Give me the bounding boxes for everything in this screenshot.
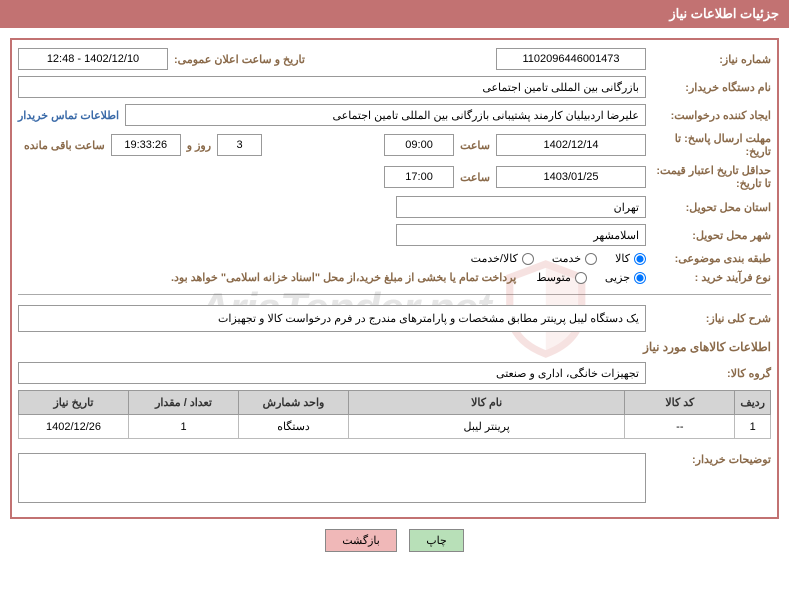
time-remaining: 19:33:26 [111, 134, 181, 156]
main-panel: AriaTender.net شماره نیاز: 1102096446001… [10, 38, 779, 519]
process-label: نوع فرآیند خرید : [646, 271, 771, 284]
goods-table: ردیف کد کالا نام کالا واحد شمارش تعداد /… [18, 390, 771, 439]
radio-medium[interactable]: متوسط [536, 271, 587, 284]
table-header-row: ردیف کد کالا نام کالا واحد شمارش تعداد /… [19, 391, 771, 415]
buyer-org-label: نام دستگاه خریدار: [646, 81, 771, 94]
radio-partial[interactable]: جزیی [605, 271, 646, 284]
time-label-2: ساعت [454, 171, 496, 184]
days-remaining: 3 [217, 134, 262, 156]
time-label-1: ساعت [454, 139, 496, 152]
validity-date: 1403/01/25 [496, 166, 646, 188]
buyer-desc-label: توضیحات خریدار: [646, 449, 771, 466]
province-label: استان محل تحویل: [646, 201, 771, 214]
deadline-time: 09:00 [384, 134, 454, 156]
th-unit: واحد شمارش [239, 391, 349, 415]
th-qty: تعداد / مقدار [129, 391, 239, 415]
th-idx: ردیف [735, 391, 771, 415]
need-no-label: شماره نیاز: [646, 53, 771, 66]
remain-suffix: ساعت باقی مانده [18, 139, 111, 152]
goods-info-title: اطلاعات کالاهای مورد نیاز [18, 340, 771, 354]
days-suffix: روز و [181, 139, 217, 152]
process-note: پرداخت تمام یا بخشی از مبلغ خرید،از محل … [171, 271, 516, 284]
city-value: اسلامشهر [396, 224, 646, 246]
radio-goods[interactable]: کالا [615, 252, 646, 265]
cell-date: 1402/12/26 [19, 415, 129, 439]
cell-idx: 1 [735, 415, 771, 439]
cell-name: پرینتر لیبل [349, 415, 625, 439]
cell-qty: 1 [129, 415, 239, 439]
public-date-value: 1402/12/10 - 12:48 [18, 48, 168, 70]
buyer-desc-box [18, 453, 646, 503]
th-date: تاریخ نیاز [19, 391, 129, 415]
buyer-contact-link[interactable]: اطلاعات تماس خریدار [18, 109, 125, 122]
deadline-date: 1402/12/14 [496, 134, 646, 156]
group-label: گروه کالا: [646, 367, 771, 380]
process-radio-group: جزیی متوسط [536, 271, 646, 284]
requester-value: علیرضا اردبیلیان کارمند پشتیبانی بازرگان… [125, 104, 646, 126]
th-code: کد کالا [625, 391, 735, 415]
summary-value: یک دستگاه لیبل پرینتر مطابق مشخصات و پار… [18, 305, 646, 332]
radio-service[interactable]: خدمت [552, 252, 597, 265]
table-row: 1 -- پرینتر لیبل دستگاه 1 1402/12/26 [19, 415, 771, 439]
page-title: جزئیات اطلاعات نیاز [0, 0, 789, 28]
footer-buttons: چاپ بازگشت [0, 529, 789, 552]
need-no-value: 1102096446001473 [496, 48, 646, 70]
category-label: طبقه بندی موضوعی: [646, 252, 771, 265]
deadline-label: مهلت ارسال پاسخ: تا تاریخ: [646, 132, 771, 158]
cell-code: -- [625, 415, 735, 439]
validity-label: حداقل تاریخ اعتبار قیمت: تا تاریخ: [646, 164, 771, 190]
province-value: تهران [396, 196, 646, 218]
requester-label: ایجاد کننده درخواست: [646, 109, 771, 122]
th-name: نام کالا [349, 391, 625, 415]
public-date-label: تاریخ و ساعت اعلان عمومی: [168, 53, 311, 66]
cell-unit: دستگاه [239, 415, 349, 439]
city-label: شهر محل تحویل: [646, 229, 771, 242]
buyer-org-value: بازرگانی بین المللی تامین اجتماعی [18, 76, 646, 98]
group-value: تجهیزات خانگی، اداری و صنعتی [18, 362, 646, 384]
summary-label: شرح کلی نیاز: [646, 312, 771, 325]
back-button[interactable]: بازگشت [325, 529, 397, 552]
validity-time: 17:00 [384, 166, 454, 188]
print-button[interactable]: چاپ [409, 529, 464, 552]
radio-goods-service[interactable]: کالا/خدمت [471, 252, 534, 265]
category-radio-group: کالا خدمت کالا/خدمت [471, 252, 646, 265]
